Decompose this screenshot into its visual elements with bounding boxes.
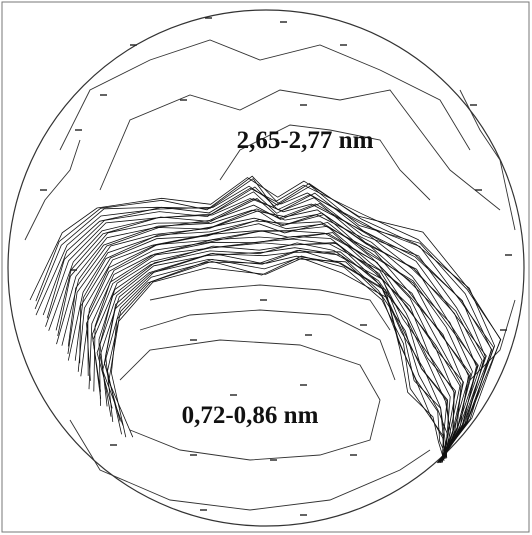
contour <box>119 339 381 461</box>
band-line <box>107 258 447 459</box>
band-line <box>67 208 479 461</box>
band-line <box>96 247 448 459</box>
band-line <box>42 187 495 463</box>
band-line <box>79 219 470 459</box>
band-line <box>99 242 449 464</box>
band-line <box>86 230 461 458</box>
contour <box>59 39 471 151</box>
band-line <box>35 185 492 462</box>
contour <box>219 124 431 201</box>
contour <box>69 419 431 511</box>
contour-lines <box>24 39 516 511</box>
band-line <box>103 249 444 463</box>
contour <box>469 299 516 381</box>
band-line <box>92 242 451 458</box>
band-line <box>88 232 455 460</box>
contour <box>459 89 516 231</box>
contour <box>99 89 501 211</box>
contour <box>24 139 81 241</box>
wafer-outline <box>7 9 525 527</box>
contour <box>139 309 396 381</box>
band-line <box>45 191 486 459</box>
band-line <box>34 178 496 458</box>
band-line <box>87 230 464 462</box>
band-line <box>57 198 483 458</box>
band-line <box>67 214 469 462</box>
band-line <box>91 238 457 461</box>
band-line <box>93 235 455 464</box>
band-line <box>61 209 478 464</box>
region-label: 0,72-0,86 nm <box>182 402 319 429</box>
band-line <box>67 210 473 458</box>
band-line <box>48 197 485 463</box>
band-line <box>110 255 445 463</box>
band-line <box>77 221 464 458</box>
band-line <box>46 186 493 459</box>
band-line <box>55 198 487 462</box>
band-line <box>108 257 445 461</box>
band-line <box>35 175 502 460</box>
gradient-band <box>29 175 502 464</box>
band-line <box>102 255 448 458</box>
region-label: 2,65-2,77 nm <box>237 127 374 154</box>
level-marks <box>40 17 512 516</box>
contour <box>149 284 391 331</box>
band-line <box>74 220 472 463</box>
band-line <box>105 249 448 462</box>
band-line <box>80 225 462 463</box>
